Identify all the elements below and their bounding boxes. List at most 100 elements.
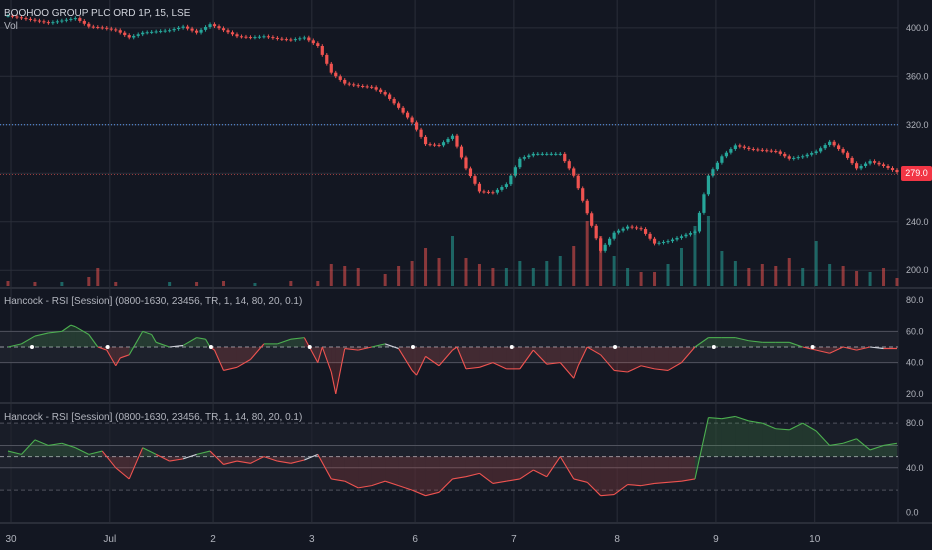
rsi-line-segment (829, 442, 844, 447)
candle-body (675, 237, 679, 240)
volume-bar (33, 282, 37, 286)
rsi-fill (465, 456, 480, 477)
candle-body (639, 228, 643, 230)
rsi-title-2[interactable]: Hancock - RSI [Session] (0800-1630, 2345… (4, 412, 303, 423)
rsi-fill (708, 417, 722, 457)
rsi-fill (34, 439, 49, 457)
rsi-fill (519, 456, 534, 479)
volume-bar (289, 281, 293, 286)
rsi-fill (721, 337, 736, 347)
rsi-line-segment (789, 341, 803, 348)
candle-body (477, 183, 482, 192)
candle-body (648, 233, 652, 239)
rsi-line-segment (70, 324, 76, 328)
session-start-dot (30, 345, 34, 349)
session-start-dot (307, 345, 312, 349)
x-tick-label: 10 (809, 534, 821, 545)
price-pane[interactable] (0, 13, 899, 286)
rsi-title-1[interactable]: Hancock - RSI [Session] (0800-1630, 2345… (4, 296, 303, 307)
candle-body (388, 94, 392, 99)
rsi-line-segment (317, 454, 332, 480)
rsi-line-segment (694, 417, 709, 480)
candle-body (540, 153, 544, 155)
candle-body (284, 39, 288, 41)
candle-body (549, 153, 553, 155)
rsi-fill (236, 347, 251, 368)
candle-body (581, 188, 585, 201)
candle-body (370, 86, 374, 88)
rsi-line-segment (209, 450, 224, 465)
rsi-fill (641, 347, 655, 369)
rsi-line-segment (411, 489, 426, 497)
rsi-fill (479, 347, 493, 368)
rsi-line-segment (667, 480, 682, 483)
rsi-fill (398, 456, 413, 491)
candle-body (760, 149, 764, 151)
candle-body (221, 28, 226, 31)
x-tick-label: 7 (511, 534, 517, 545)
candle-body (774, 151, 778, 153)
rsi-line-segment (75, 326, 90, 335)
candle-body (329, 63, 333, 73)
rsi-line-segment (277, 460, 291, 464)
volume-bar (760, 264, 764, 286)
rsi-fill (344, 456, 359, 488)
candle-body (881, 164, 886, 166)
rsi-fill (748, 420, 763, 457)
volume-bar (222, 281, 226, 286)
rsi-line-segment (330, 371, 337, 394)
candle-body (230, 32, 235, 35)
rsi-fill (223, 347, 237, 371)
candle-body (338, 76, 342, 80)
rsi-line-segment (452, 476, 467, 480)
candle-body (262, 36, 266, 38)
candle-body (482, 191, 486, 193)
rsi-fill (277, 456, 291, 464)
volume-bar (868, 272, 872, 286)
rsi-fill (169, 456, 184, 462)
candle-body (253, 37, 257, 39)
rsi-line-segment (106, 349, 117, 367)
rsi-pane-1[interactable] (0, 324, 898, 394)
volume-label[interactable]: Vol (4, 21, 18, 32)
candle-body (693, 231, 697, 234)
candle-body (42, 21, 46, 23)
volume-bar (733, 261, 737, 286)
rsi-line-segment (169, 344, 184, 348)
volume-bar (585, 221, 589, 286)
rsi-line-segment (519, 469, 534, 480)
candle-body (334, 72, 338, 77)
volume-bar (828, 264, 832, 286)
volume-bar (195, 282, 199, 286)
rsi-fill (151, 334, 157, 347)
candle-body (626, 226, 630, 229)
candle-body (661, 241, 666, 243)
rsi-line-segment (816, 349, 830, 354)
candle-body (738, 145, 742, 147)
symbol-title[interactable]: BOOHOO GROUP PLC ORD 1P, 15, LSE (4, 8, 191, 19)
rsi-line-segment (344, 480, 359, 489)
rsi-line-segment (250, 456, 265, 464)
rsi-fill (70, 325, 76, 347)
rsi-tick-label: 0.0 (906, 507, 919, 517)
candle-body (248, 37, 253, 39)
rsi-pane-2[interactable] (0, 415, 898, 497)
candle-body (572, 168, 576, 176)
rsi-line-segment (61, 442, 76, 449)
candle-body (379, 89, 383, 93)
candle-body (594, 225, 598, 239)
rsi-line-segment (250, 343, 265, 360)
candle-body (455, 135, 459, 147)
volume-bar (639, 272, 643, 286)
rsi-line-segment (223, 366, 238, 371)
rsi-line-segment (115, 357, 121, 367)
rsi-fill (600, 456, 615, 496)
rsi-line-segment (384, 343, 399, 350)
candle-body (796, 157, 800, 159)
rsi-fill (196, 337, 206, 347)
rsi-tick-label: 40.0 (906, 463, 924, 473)
candle-body (522, 157, 526, 159)
candle-body (410, 117, 414, 123)
rsi-line-segment (869, 346, 884, 350)
